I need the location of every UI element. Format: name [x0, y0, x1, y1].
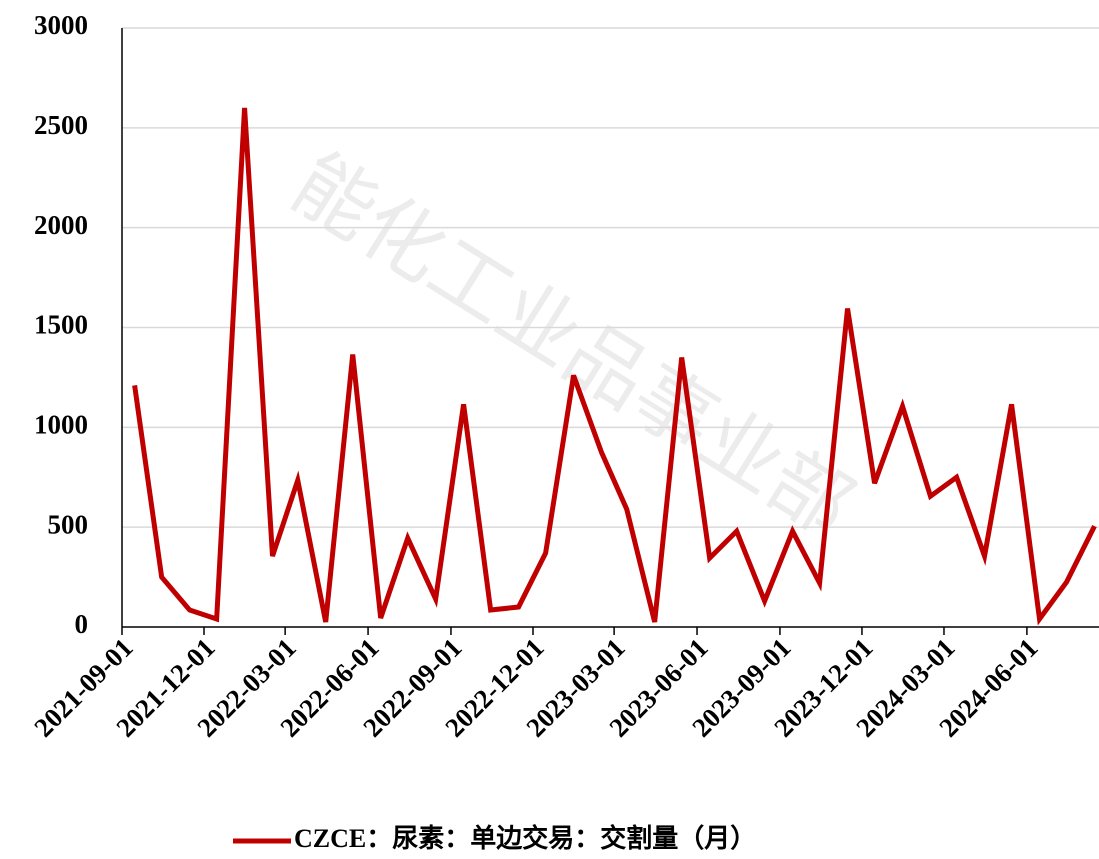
legend-label: CZCE：尿素：单边交易：交割量（月）	[294, 823, 756, 853]
y-tick-label: 500	[48, 509, 89, 539]
y-tick-label: 1500	[34, 310, 88, 340]
y-tick-label: 2000	[34, 210, 88, 240]
y-tick-label: 1000	[34, 410, 88, 440]
y-tick-label: 3000	[34, 10, 88, 40]
line	[132, 107, 1097, 626]
y-tick-label: 2500	[34, 110, 88, 140]
y-tick-label: 0	[75, 609, 89, 639]
